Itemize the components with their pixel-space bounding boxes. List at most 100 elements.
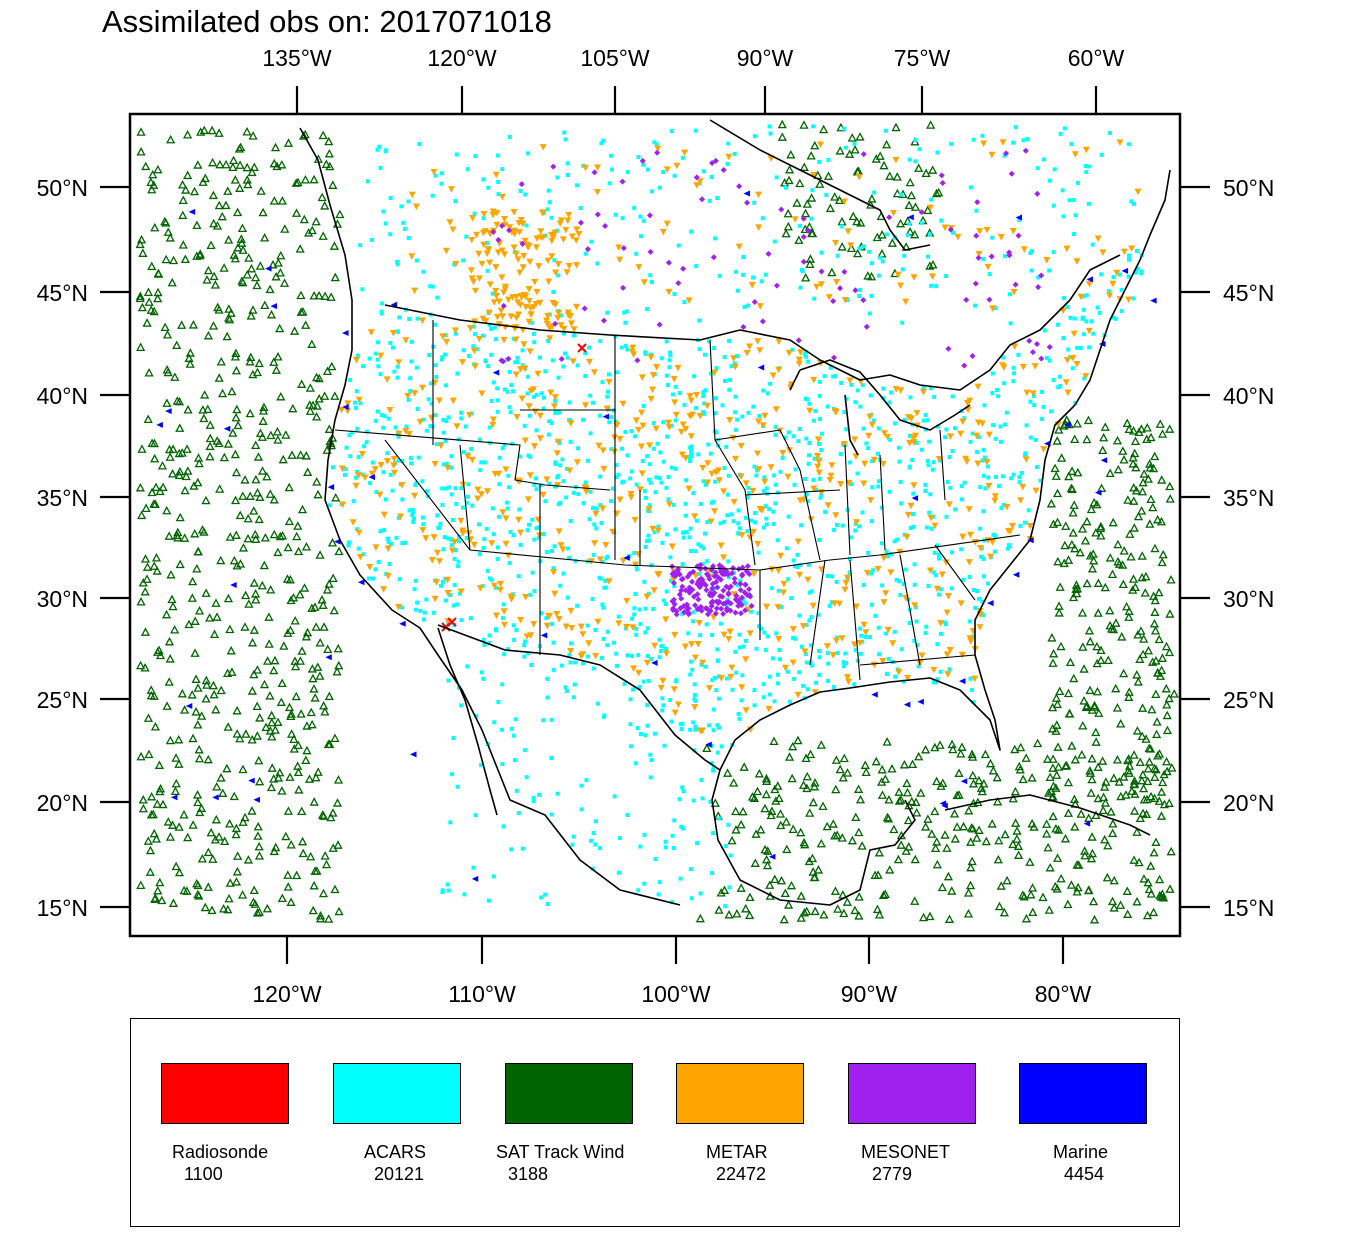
obs-marker <box>723 607 730 614</box>
obs-marker <box>380 301 385 306</box>
obs-marker <box>482 537 487 542</box>
obs-marker <box>768 566 776 573</box>
obs-marker <box>269 357 279 366</box>
obs-marker <box>172 340 182 350</box>
obs-marker <box>565 211 573 219</box>
obs-marker <box>680 785 685 790</box>
obs-marker <box>277 786 287 795</box>
obs-marker <box>703 388 708 393</box>
obs-marker <box>663 602 668 607</box>
obs-marker <box>736 883 746 892</box>
obs-marker <box>1145 519 1155 528</box>
obs-marker <box>912 807 922 817</box>
obs-marker <box>723 904 728 909</box>
obs-marker <box>902 253 907 258</box>
obs-marker <box>913 410 921 417</box>
obs-marker <box>500 302 507 309</box>
obs-marker <box>309 684 319 693</box>
obs-marker <box>847 835 858 845</box>
obs-marker <box>533 235 541 242</box>
obs-marker <box>669 129 674 134</box>
obs-marker <box>224 235 234 244</box>
obs-marker <box>219 263 229 272</box>
obs-marker <box>602 713 607 718</box>
obs-marker <box>1154 634 1164 644</box>
obs-marker <box>1010 288 1018 296</box>
obs-marker <box>249 578 259 587</box>
obs-marker <box>422 610 427 615</box>
obs-marker <box>1052 720 1062 729</box>
obs-marker <box>1088 896 1099 906</box>
obs-marker <box>638 214 643 219</box>
obs-marker <box>500 215 508 223</box>
obs-marker <box>958 678 966 685</box>
obs-marker <box>840 523 845 528</box>
obs-marker <box>657 185 662 190</box>
obs-marker <box>576 492 581 497</box>
obs-marker <box>1109 875 1119 885</box>
obs-marker <box>360 364 365 369</box>
obs-marker <box>565 262 573 270</box>
obs-marker <box>428 414 436 422</box>
obs-marker <box>308 400 318 409</box>
obs-marker <box>546 432 551 437</box>
obs-marker <box>736 711 741 716</box>
obs-marker <box>629 344 637 352</box>
obs-marker <box>835 651 840 656</box>
obs-marker <box>718 521 723 526</box>
obs-marker <box>396 515 401 520</box>
obs-marker <box>1022 456 1030 463</box>
obs-marker <box>860 151 867 158</box>
obs-marker <box>728 853 733 858</box>
obs-marker <box>1068 592 1079 602</box>
obs-marker <box>525 391 530 396</box>
obs-marker <box>277 196 287 205</box>
obs-marker <box>519 264 527 271</box>
obs-marker <box>1158 777 1168 787</box>
obs-marker <box>692 602 699 609</box>
obs-marker <box>1008 170 1015 177</box>
obs-marker <box>1119 546 1129 555</box>
obs-marker <box>194 606 205 615</box>
obs-marker <box>180 485 190 495</box>
obs-marker <box>688 445 693 450</box>
obs-marker <box>479 670 484 675</box>
obs-marker <box>761 525 766 530</box>
obs-marker <box>308 673 318 683</box>
obs-marker <box>328 573 338 583</box>
obs-marker <box>835 600 843 608</box>
obs-marker <box>797 613 802 618</box>
obs-marker <box>937 882 947 892</box>
obs-marker <box>500 762 505 767</box>
obs-marker <box>561 479 566 484</box>
obs-marker <box>339 501 347 509</box>
obs-marker <box>1151 689 1161 698</box>
obs-marker <box>523 639 528 644</box>
obs-marker <box>807 453 812 458</box>
obs-marker <box>938 669 943 674</box>
obs-marker <box>853 248 863 258</box>
obs-marker <box>857 841 867 850</box>
obs-marker <box>761 488 766 493</box>
obs-marker <box>304 774 315 783</box>
obs-marker <box>839 753 849 763</box>
obs-marker <box>149 828 159 838</box>
obs-marker <box>240 622 250 631</box>
obs-marker <box>925 261 935 270</box>
obs-marker <box>414 365 419 370</box>
obs-marker <box>793 564 798 569</box>
obs-marker <box>246 311 256 320</box>
obs-marker <box>297 379 307 388</box>
obs-marker <box>925 458 930 463</box>
obs-marker <box>1100 422 1110 431</box>
obs-marker <box>178 195 188 205</box>
obs-marker <box>939 179 946 186</box>
obs-marker <box>701 393 706 398</box>
obs-marker <box>1153 750 1163 760</box>
obs-marker <box>1122 418 1132 428</box>
obs-marker <box>1112 435 1123 445</box>
obs-marker <box>525 242 533 250</box>
obs-marker <box>531 278 539 286</box>
obs-marker <box>227 667 237 676</box>
obs-marker <box>543 892 548 897</box>
